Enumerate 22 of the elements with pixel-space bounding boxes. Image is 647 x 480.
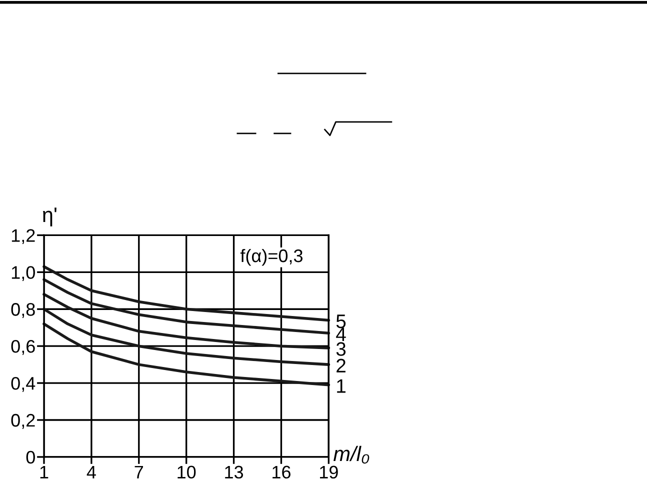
x-tick-label: 1 (40, 466, 48, 478)
y-tick-label: 0,6 (11, 340, 35, 355)
x-tick-label: 10 (178, 466, 196, 479)
x-tick-label: 13 (225, 466, 244, 479)
series-label: 5 (336, 314, 346, 328)
x-axis-title: m/l₀ (334, 446, 370, 464)
annotation: f(α)=0,3 (240, 248, 303, 266)
y-tick-label: 1,0 (12, 266, 35, 282)
x-tick-label: 16 (272, 466, 290, 479)
x-tick-label: 19 (320, 466, 338, 479)
y-tick-label: 0,2 (11, 414, 35, 429)
series-label: 2 (336, 358, 346, 372)
series-label: 3 (336, 342, 346, 356)
y-tick-label: 0,4 (11, 376, 36, 392)
y-axis-title: η' (42, 208, 56, 226)
series-label: 1 (337, 379, 346, 393)
x-tick-label: 7 (134, 466, 144, 478)
y-tick-label: 1,2 (12, 229, 35, 244)
y-tick-label: 0 (26, 450, 35, 464)
y-tick-label: 0,8 (11, 303, 35, 318)
x-tick-label: 4 (86, 466, 96, 478)
series-label: 4 (336, 328, 346, 341)
